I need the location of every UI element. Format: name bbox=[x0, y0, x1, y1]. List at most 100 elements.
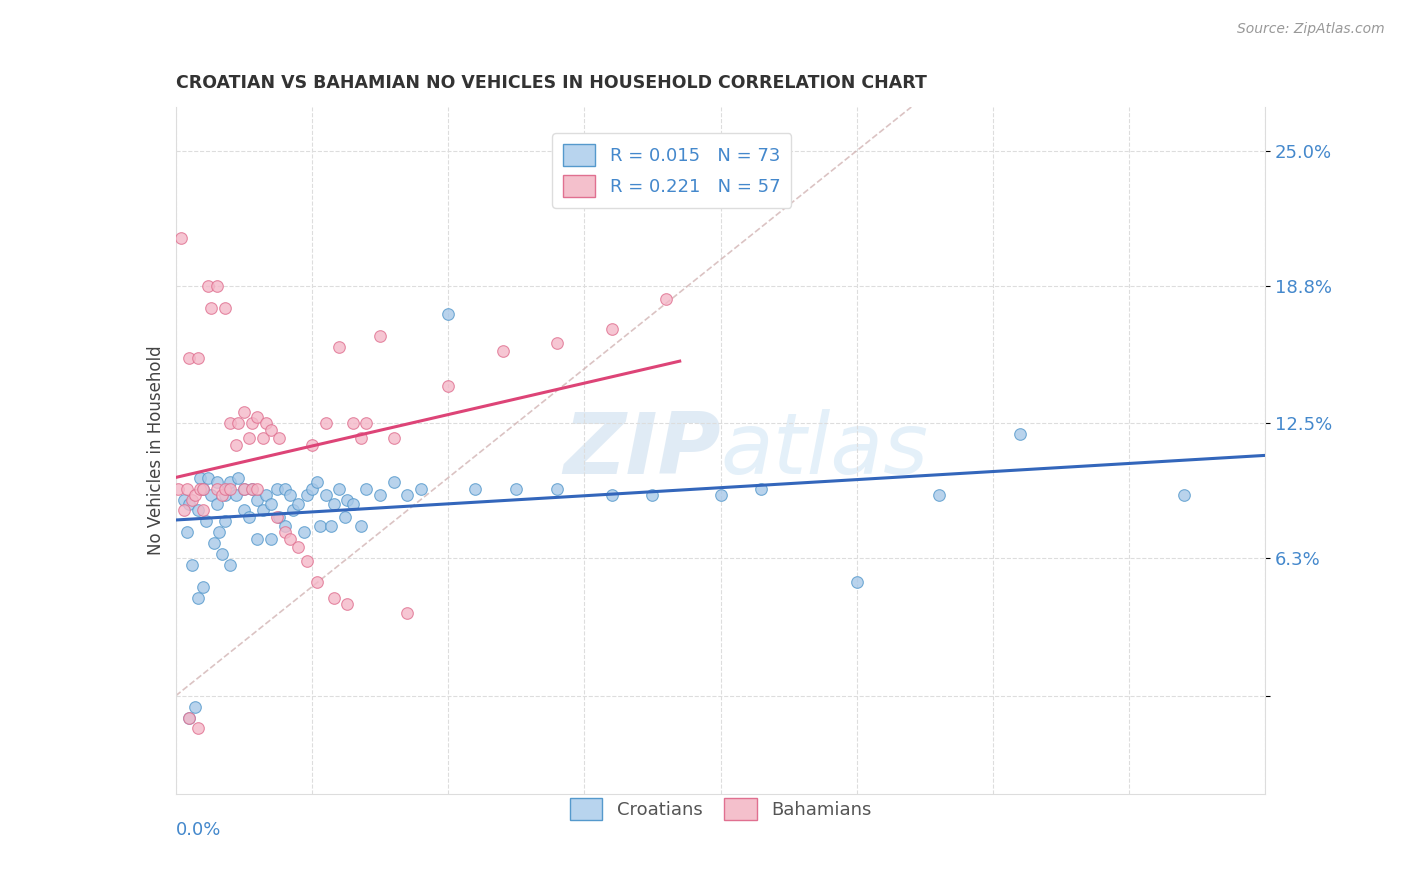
Point bbox=[240, 482, 263, 496]
Point bbox=[437, 307, 460, 321]
Point bbox=[238, 510, 260, 524]
Point bbox=[179, 351, 201, 365]
Point bbox=[232, 482, 254, 496]
Text: Source: ZipAtlas.com: Source: ZipAtlas.com bbox=[1237, 22, 1385, 37]
Point bbox=[225, 438, 247, 452]
Point bbox=[232, 405, 254, 419]
Point bbox=[205, 278, 228, 293]
Point bbox=[328, 482, 350, 496]
Point bbox=[179, 710, 201, 724]
Point bbox=[260, 423, 283, 437]
Point bbox=[266, 482, 288, 496]
Point bbox=[269, 510, 291, 524]
Point bbox=[342, 416, 364, 430]
Point bbox=[167, 482, 190, 496]
Point bbox=[208, 525, 231, 540]
Point bbox=[238, 432, 260, 446]
Point bbox=[356, 482, 378, 496]
Point bbox=[322, 497, 344, 511]
Text: 0.0%: 0.0% bbox=[176, 822, 221, 839]
Point bbox=[301, 438, 323, 452]
Point bbox=[368, 488, 391, 502]
Point bbox=[546, 335, 568, 350]
Point bbox=[240, 416, 263, 430]
Point bbox=[350, 518, 373, 533]
Point bbox=[254, 416, 277, 430]
Point bbox=[322, 591, 344, 605]
Point bbox=[240, 482, 263, 496]
Point bbox=[278, 488, 301, 502]
Point bbox=[186, 722, 209, 736]
Point bbox=[191, 580, 214, 594]
Point bbox=[217, 482, 239, 496]
Point bbox=[309, 518, 332, 533]
Point bbox=[1173, 488, 1195, 502]
Point bbox=[252, 432, 274, 446]
Point bbox=[197, 278, 219, 293]
Point bbox=[278, 532, 301, 546]
Point bbox=[194, 514, 217, 528]
Point bbox=[269, 432, 291, 446]
Point bbox=[315, 416, 337, 430]
Point bbox=[274, 525, 297, 540]
Point bbox=[301, 482, 323, 496]
Point bbox=[211, 547, 233, 561]
Point bbox=[396, 488, 419, 502]
Point bbox=[350, 432, 373, 446]
Point bbox=[232, 503, 254, 517]
Point bbox=[186, 591, 209, 605]
Point bbox=[191, 503, 214, 517]
Point bbox=[181, 558, 204, 572]
Legend: Croatians, Bahamians: Croatians, Bahamians bbox=[561, 789, 880, 830]
Point bbox=[219, 416, 242, 430]
Point bbox=[751, 482, 773, 496]
Point bbox=[315, 488, 337, 502]
Point bbox=[173, 503, 195, 517]
Point bbox=[188, 482, 211, 496]
Point bbox=[228, 416, 250, 430]
Point bbox=[333, 510, 356, 524]
Point bbox=[287, 541, 309, 555]
Point bbox=[246, 492, 269, 507]
Point bbox=[186, 351, 209, 365]
Point bbox=[307, 575, 329, 590]
Point bbox=[336, 492, 359, 507]
Point bbox=[205, 497, 228, 511]
Point bbox=[214, 301, 236, 315]
Point bbox=[492, 344, 515, 359]
Point bbox=[464, 482, 486, 496]
Point bbox=[184, 488, 207, 502]
Point bbox=[211, 488, 233, 502]
Point bbox=[600, 322, 623, 336]
Point bbox=[845, 575, 868, 590]
Point bbox=[505, 482, 527, 496]
Point bbox=[246, 409, 269, 424]
Point bbox=[287, 497, 309, 511]
Point bbox=[246, 532, 269, 546]
Point bbox=[928, 488, 950, 502]
Point bbox=[1010, 427, 1032, 442]
Point bbox=[197, 471, 219, 485]
Point bbox=[191, 482, 214, 496]
Point bbox=[176, 525, 198, 540]
Point bbox=[219, 482, 242, 496]
Point bbox=[292, 525, 315, 540]
Point bbox=[179, 497, 201, 511]
Point bbox=[205, 475, 228, 489]
Point bbox=[336, 597, 359, 611]
Point bbox=[225, 488, 247, 502]
Point bbox=[274, 518, 297, 533]
Point bbox=[266, 510, 288, 524]
Point bbox=[186, 503, 209, 517]
Point bbox=[260, 497, 283, 511]
Point bbox=[181, 492, 204, 507]
Point bbox=[281, 503, 304, 517]
Point bbox=[176, 482, 198, 496]
Point bbox=[641, 488, 664, 502]
Point bbox=[382, 432, 405, 446]
Point bbox=[214, 488, 236, 502]
Point bbox=[260, 532, 283, 546]
Point bbox=[356, 416, 378, 430]
Point bbox=[295, 553, 318, 567]
Point bbox=[205, 482, 228, 496]
